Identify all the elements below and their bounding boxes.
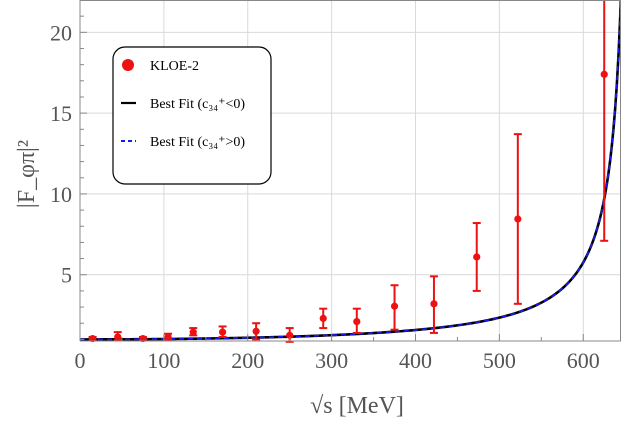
- legend-marker-kloe2: [122, 59, 134, 71]
- y-tick-label: 10: [50, 182, 72, 207]
- data-point: [430, 300, 438, 308]
- x-tick-label: 500: [483, 348, 516, 373]
- y-tick-label: 5: [61, 263, 72, 288]
- y-axis-label: |F_φπ|²: [14, 140, 40, 208]
- x-tick-label: 0: [75, 348, 86, 373]
- data-point: [252, 327, 260, 335]
- data-point: [473, 253, 481, 261]
- data-point: [514, 215, 522, 223]
- axis-ticks: [79, 15, 584, 341]
- kloe2-points: [88, 0, 609, 343]
- x-tick-label: 400: [399, 348, 432, 373]
- data-point: [114, 333, 122, 341]
- data-point: [353, 318, 361, 326]
- data-point: [390, 302, 399, 310]
- x-tick-label: 200: [231, 348, 264, 373]
- data-point: [88, 334, 97, 343]
- x-tick-label: 300: [315, 348, 348, 373]
- data-point: [286, 331, 294, 339]
- tick-labels: 0 100 200 300 400 500 600 5 10 15 20: [50, 20, 600, 373]
- legend: KLOE-2 Best Fit (c₃₄⁺<0) Best Fit (c₃₄⁺>…: [112, 46, 272, 185]
- data-point: [319, 314, 327, 322]
- data-point: [164, 333, 172, 341]
- x-tick-label: 600: [567, 348, 600, 373]
- y-tick-label: 20: [50, 20, 72, 45]
- x-axis-label: √s [MeV]: [310, 393, 404, 419]
- x-tick-label: 100: [147, 348, 180, 373]
- legend-label-kloe2: KLOE-2: [150, 59, 199, 74]
- data-point: [139, 334, 147, 343]
- legend-label-solid: Best Fit (c₃₄⁺<0): [150, 97, 245, 112]
- data-point: [189, 328, 197, 336]
- y-tick-label: 15: [50, 101, 72, 126]
- legend-label-dashed: Best Fit (c₃₄⁺>0): [150, 135, 245, 150]
- plot-frame: [79, 0, 621, 342]
- data-point: [600, 70, 608, 78]
- legend-box: [112, 46, 272, 185]
- data-point: [218, 328, 227, 336]
